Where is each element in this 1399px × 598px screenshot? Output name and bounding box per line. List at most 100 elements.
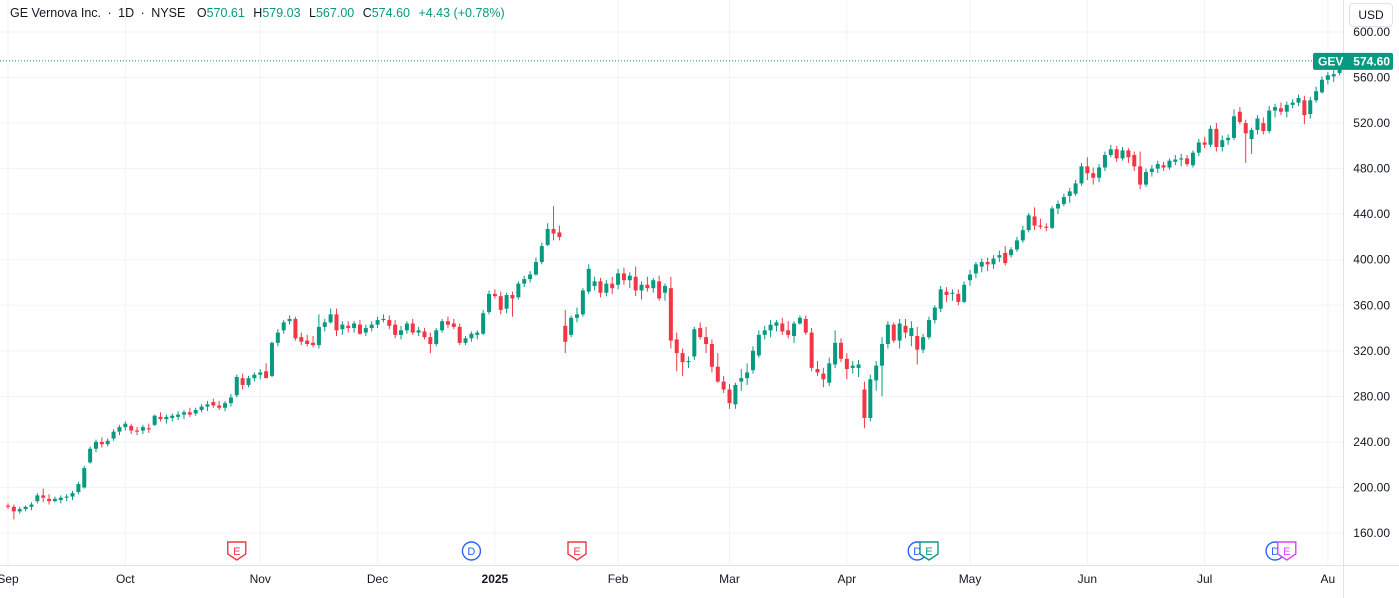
candle[interactable] [833, 330, 838, 368]
candle[interactable] [1290, 99, 1295, 109]
candle[interactable] [440, 318, 445, 333]
candle[interactable] [434, 328, 439, 347]
candle[interactable] [1308, 96, 1313, 119]
candle[interactable] [105, 438, 110, 447]
candle[interactable] [305, 334, 310, 347]
candle[interactable] [909, 321, 914, 347]
candle[interactable] [721, 375, 726, 393]
candle[interactable] [575, 307, 580, 323]
candle[interactable] [1003, 246, 1008, 266]
candle[interactable] [639, 281, 644, 300]
candle[interactable] [903, 318, 908, 339]
candle[interactable] [357, 320, 362, 335]
candle[interactable] [932, 305, 937, 324]
candle[interactable] [246, 375, 251, 388]
earnings-event-marker[interactable]: E [227, 541, 247, 561]
candle[interactable] [1167, 158, 1172, 170]
candle[interactable] [1132, 151, 1137, 171]
candle[interactable] [152, 414, 157, 426]
candle[interactable] [997, 250, 1002, 263]
candle[interactable] [739, 369, 744, 391]
candle[interactable] [1102, 151, 1107, 171]
candle[interactable] [393, 320, 398, 339]
candle[interactable] [387, 315, 392, 330]
candle[interactable] [616, 268, 621, 290]
candle[interactable] [6, 503, 10, 510]
candle[interactable] [176, 411, 181, 421]
candle[interactable] [674, 332, 679, 372]
candle[interactable] [404, 321, 409, 334]
candle[interactable] [487, 290, 492, 315]
candle[interactable] [786, 321, 791, 339]
candle[interactable] [774, 320, 779, 332]
candle[interactable] [1220, 135, 1225, 152]
candle[interactable] [880, 337, 885, 397]
candle[interactable] [1261, 117, 1266, 135]
candle[interactable] [1126, 148, 1131, 163]
candle[interactable] [727, 383, 732, 409]
candle[interactable] [99, 437, 104, 448]
candle[interactable] [1056, 200, 1061, 215]
candle[interactable] [815, 361, 820, 376]
candle[interactable] [962, 281, 967, 303]
candle[interactable] [991, 255, 996, 269]
candle[interactable] [1302, 95, 1307, 125]
candle[interactable] [1243, 119, 1248, 163]
candle[interactable] [680, 348, 685, 376]
candle[interactable] [17, 506, 22, 514]
candle[interactable] [481, 309, 486, 335]
candle[interactable] [627, 272, 632, 289]
candle[interactable] [1144, 168, 1149, 187]
candle[interactable] [76, 481, 81, 495]
candle[interactable] [135, 427, 140, 436]
candle[interactable] [457, 323, 462, 346]
candle[interactable] [522, 275, 527, 288]
candle[interactable] [1278, 102, 1283, 116]
earnings-event-marker[interactable]: E [567, 541, 587, 561]
candle[interactable] [792, 321, 797, 343]
candle[interactable] [850, 361, 855, 374]
candle[interactable] [340, 321, 345, 335]
candle[interactable] [498, 291, 503, 315]
candle[interactable] [868, 374, 873, 422]
candle[interactable] [299, 332, 304, 346]
candle[interactable] [281, 320, 286, 334]
candle[interactable] [1061, 193, 1066, 207]
candle[interactable] [146, 423, 151, 433]
candle[interactable] [745, 363, 750, 385]
candle[interactable] [780, 317, 785, 335]
candle[interactable] [293, 316, 298, 341]
candle[interactable] [1319, 76, 1324, 94]
candle[interactable] [111, 429, 116, 441]
candle[interactable] [715, 353, 720, 383]
candle[interactable] [469, 331, 474, 342]
candle[interactable] [504, 292, 509, 314]
candle[interactable] [375, 316, 380, 329]
candle[interactable] [1173, 154, 1178, 166]
candle[interactable] [733, 382, 738, 409]
candle[interactable] [545, 223, 550, 247]
candle[interactable] [510, 291, 515, 317]
candle[interactable] [915, 326, 920, 365]
candle[interactable] [598, 277, 603, 298]
candle[interactable] [533, 257, 538, 276]
candle[interactable] [862, 381, 867, 429]
candle[interactable] [645, 276, 650, 292]
candle[interactable] [23, 505, 28, 512]
candle[interactable] [1091, 167, 1096, 185]
candle[interactable] [1161, 161, 1166, 171]
candle[interactable] [1073, 180, 1078, 196]
candle[interactable] [1226, 134, 1231, 145]
candle[interactable] [809, 328, 814, 372]
candle[interactable] [369, 321, 374, 332]
candle[interactable] [797, 315, 802, 325]
candle[interactable] [129, 423, 134, 434]
candle[interactable] [269, 341, 274, 378]
candle[interactable] [897, 318, 902, 349]
candle[interactable] [29, 502, 34, 511]
candle[interactable] [1155, 160, 1160, 174]
candle[interactable] [698, 322, 703, 340]
candle[interactable] [322, 318, 327, 332]
candle[interactable] [662, 283, 667, 301]
candle[interactable] [240, 373, 245, 390]
